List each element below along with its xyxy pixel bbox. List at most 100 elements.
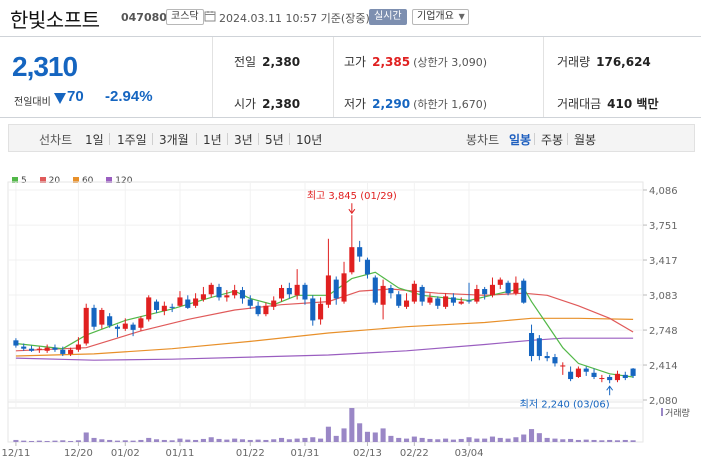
volume-bar (614, 440, 621, 442)
candle-body (380, 285, 386, 305)
candle-body (193, 298, 199, 306)
candle-body (75, 344, 81, 350)
period-1w[interactable]: 1주일 (117, 133, 147, 147)
candle-body (52, 347, 58, 350)
candle-body (177, 297, 183, 306)
volume-bar (224, 439, 230, 442)
period-weekly[interactable]: 주봉 (541, 133, 564, 147)
candle-body (552, 357, 558, 364)
stock-name: 한빛소프트 (10, 8, 100, 32)
volume-bar (521, 434, 527, 442)
candle-body (599, 378, 605, 380)
volume-bar (341, 428, 347, 442)
volume: 거래량 176,624 (557, 55, 651, 69)
candle-body (622, 374, 628, 379)
volume-bar (575, 439, 581, 442)
volume-bar (622, 439, 628, 442)
candle-body (28, 348, 35, 351)
candle-body (489, 284, 496, 296)
max-arrowhead (348, 208, 356, 215)
divider (152, 133, 153, 145)
candle-body (528, 333, 535, 357)
divider (227, 133, 228, 145)
candle-body (216, 286, 222, 298)
volume-bar (193, 439, 199, 442)
period-3m[interactable]: 3개월 (159, 133, 189, 147)
y-tick-label: 3,083 (649, 291, 678, 302)
volume-bar (161, 439, 167, 442)
period-1d[interactable]: 1일 (85, 133, 104, 147)
volume-bar (333, 435, 339, 442)
candle-body (575, 368, 581, 377)
candle-body (443, 296, 449, 307)
candle-body (419, 286, 425, 302)
volume-bar (130, 440, 136, 442)
realtime-button[interactable]: 실시간 (369, 9, 407, 25)
volume-bar (239, 439, 246, 442)
volume-bar (52, 440, 58, 442)
candle-body (224, 295, 230, 298)
min-arrowhead (606, 385, 614, 391)
volume-bar (302, 437, 308, 442)
x-tick-label: 12/11 (1, 448, 30, 459)
period-5y[interactable]: 5년 (265, 133, 284, 147)
volume-bar (36, 440, 42, 442)
company-overview-dropdown[interactable]: 기업개요 ▼ (412, 9, 469, 25)
volume-bar (146, 437, 152, 442)
volume-bar (185, 439, 191, 442)
candle-body (239, 290, 246, 299)
candle-body (372, 277, 378, 303)
volume-bar (599, 440, 605, 442)
volume-bar (255, 439, 261, 442)
trade-amount: 거래대금 410 백만 (557, 97, 659, 111)
volume-bar (21, 440, 27, 442)
candle-body (388, 287, 394, 294)
candle-body (583, 368, 589, 372)
volume-bar (208, 437, 214, 442)
volume-bar (458, 438, 464, 442)
candle-chart-label: 봉차트 (466, 133, 500, 147)
period-3y[interactable]: 3년 (234, 133, 253, 147)
current-price: 2,310 (12, 51, 78, 82)
candle-body (403, 300, 410, 307)
ma120-line (15, 337, 634, 361)
candle-body (466, 300, 472, 302)
volume-bar (591, 439, 597, 442)
price-chart[interactable]: 5 20 60 120 4,086 3,751 3,417 3,083 2,748 2,4… (0, 160, 701, 470)
period-10y[interactable]: 10년 (296, 133, 323, 147)
legend-ma60: 60 (72, 176, 93, 186)
candle-body (68, 349, 74, 354)
min-price-annotation: 최저 2,240 (03/06) (520, 398, 610, 410)
candle-body (411, 283, 417, 302)
volume-bar (263, 439, 269, 442)
low-price: 저가 2,290 (하한가 1,670) (344, 97, 487, 111)
candle-body (536, 338, 542, 357)
volume-bar (310, 437, 316, 442)
candle-body (60, 349, 66, 354)
volume-bar (482, 438, 488, 442)
stock-code: 047080 (121, 11, 167, 24)
volume-bar (216, 438, 222, 442)
volume-bar (552, 438, 558, 442)
candle-body (13, 340, 19, 346)
divider (534, 133, 535, 145)
divider (289, 133, 290, 145)
divider (196, 133, 197, 145)
period-monthly[interactable]: 월봉 (574, 133, 597, 147)
candle-body (294, 284, 300, 296)
divider (258, 133, 259, 145)
volume-bar (435, 439, 441, 442)
candle-body (130, 324, 136, 330)
period-daily[interactable]: 일봉 (509, 133, 532, 147)
volume-bar (153, 439, 160, 442)
volume-bar (13, 439, 19, 442)
volume-bar (536, 433, 542, 442)
candlestick-svg: 4,086 3,751 3,417 3,083 2,748 2,414 2,080 12/11… (1, 181, 690, 459)
stock-header: 한빛소프트 047080 코스닥 2024.03.11 10:57 기준(장중)… (0, 0, 701, 36)
candle-body (560, 365, 566, 367)
period-1y[interactable]: 1년 (203, 133, 222, 147)
volume-legend-swatch (661, 408, 663, 416)
candle-body (396, 294, 402, 306)
candle-body (427, 297, 433, 303)
candle-body (255, 305, 261, 315)
